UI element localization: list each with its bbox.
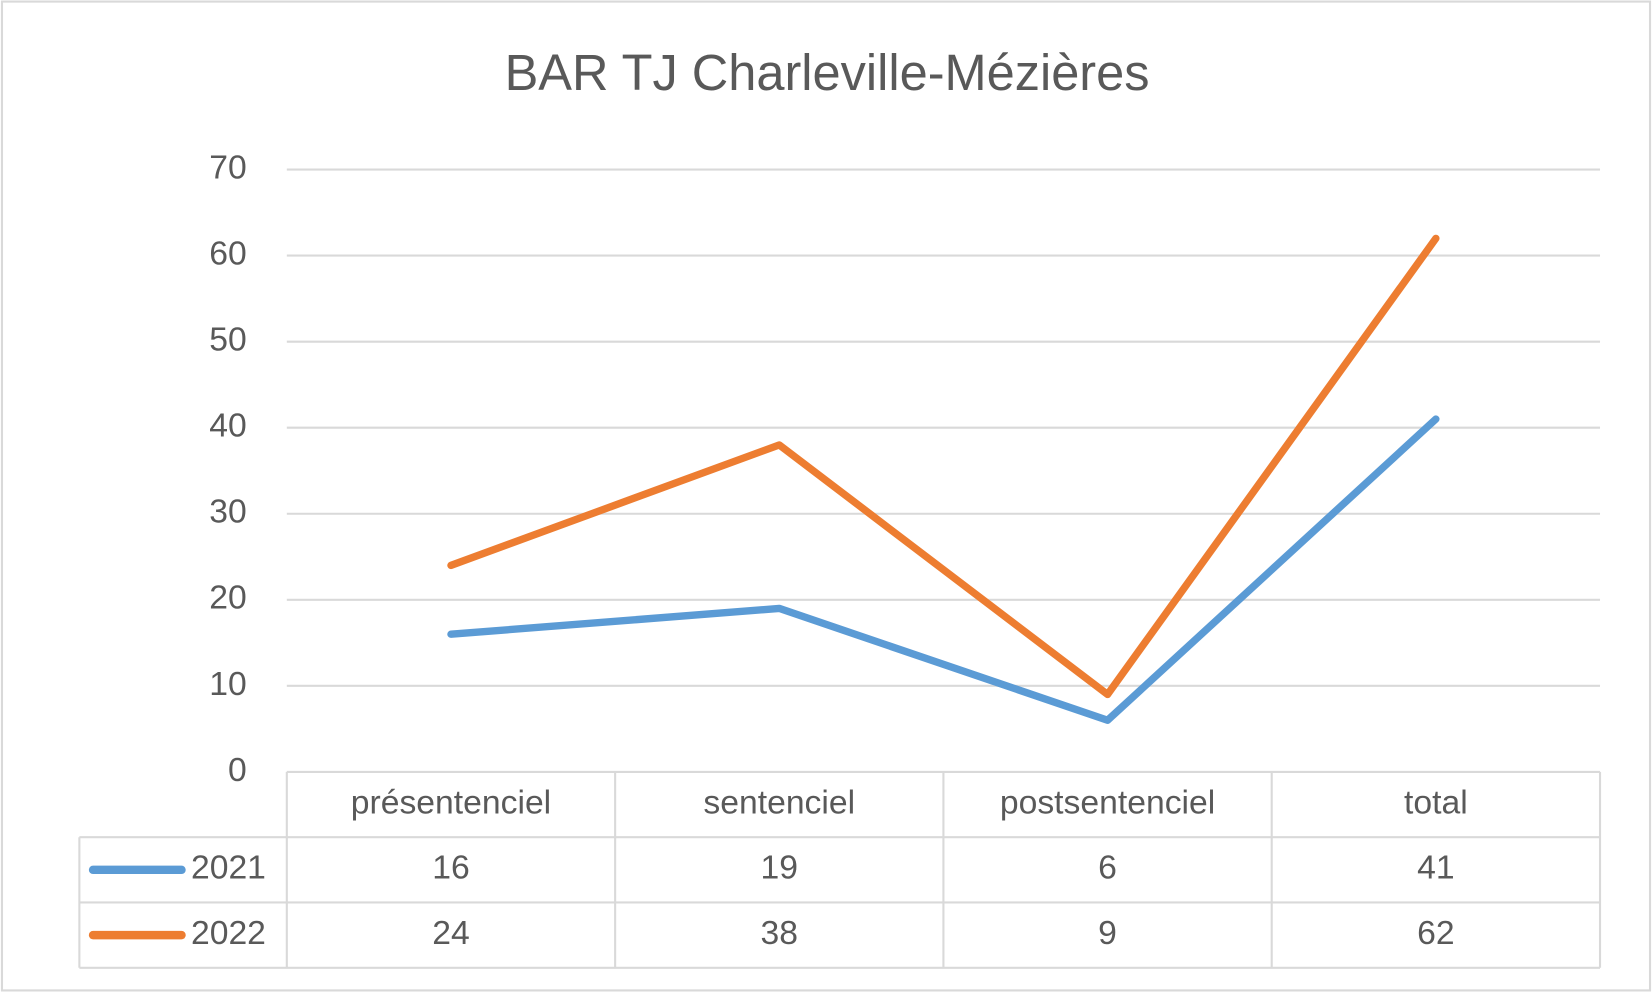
y-tick-label: 70 [209,149,246,186]
table-value: 19 [761,850,798,887]
y-tick-label: 40 [209,408,246,445]
table-value: 9 [1098,915,1117,952]
series-line [447,415,1440,724]
y-tick-label: 50 [209,322,246,359]
legend-label: 2021 [191,850,266,887]
table-value: 41 [1417,850,1454,887]
table-value: 38 [761,915,798,952]
chart-title: BAR TJ Charleville-Mézières [505,44,1150,101]
table-value: 16 [432,850,469,887]
legend-label: 2022 [191,915,266,952]
table-value: 6 [1098,850,1117,887]
y-tick-label: 10 [209,666,246,703]
table-value: 62 [1417,915,1454,952]
x-tick-label: postsentenciel [1000,784,1215,821]
x-tick-label: présentenciel [351,784,551,821]
table-value: 24 [432,915,469,952]
y-tick-label: 20 [209,580,246,617]
y-tick-label: 0 [228,752,247,789]
x-tick-label: sentenciel [703,784,855,821]
series-line [447,234,1440,699]
x-tick-label: total [1404,784,1468,821]
y-tick-label: 60 [209,236,246,273]
y-tick-label: 30 [209,494,246,531]
